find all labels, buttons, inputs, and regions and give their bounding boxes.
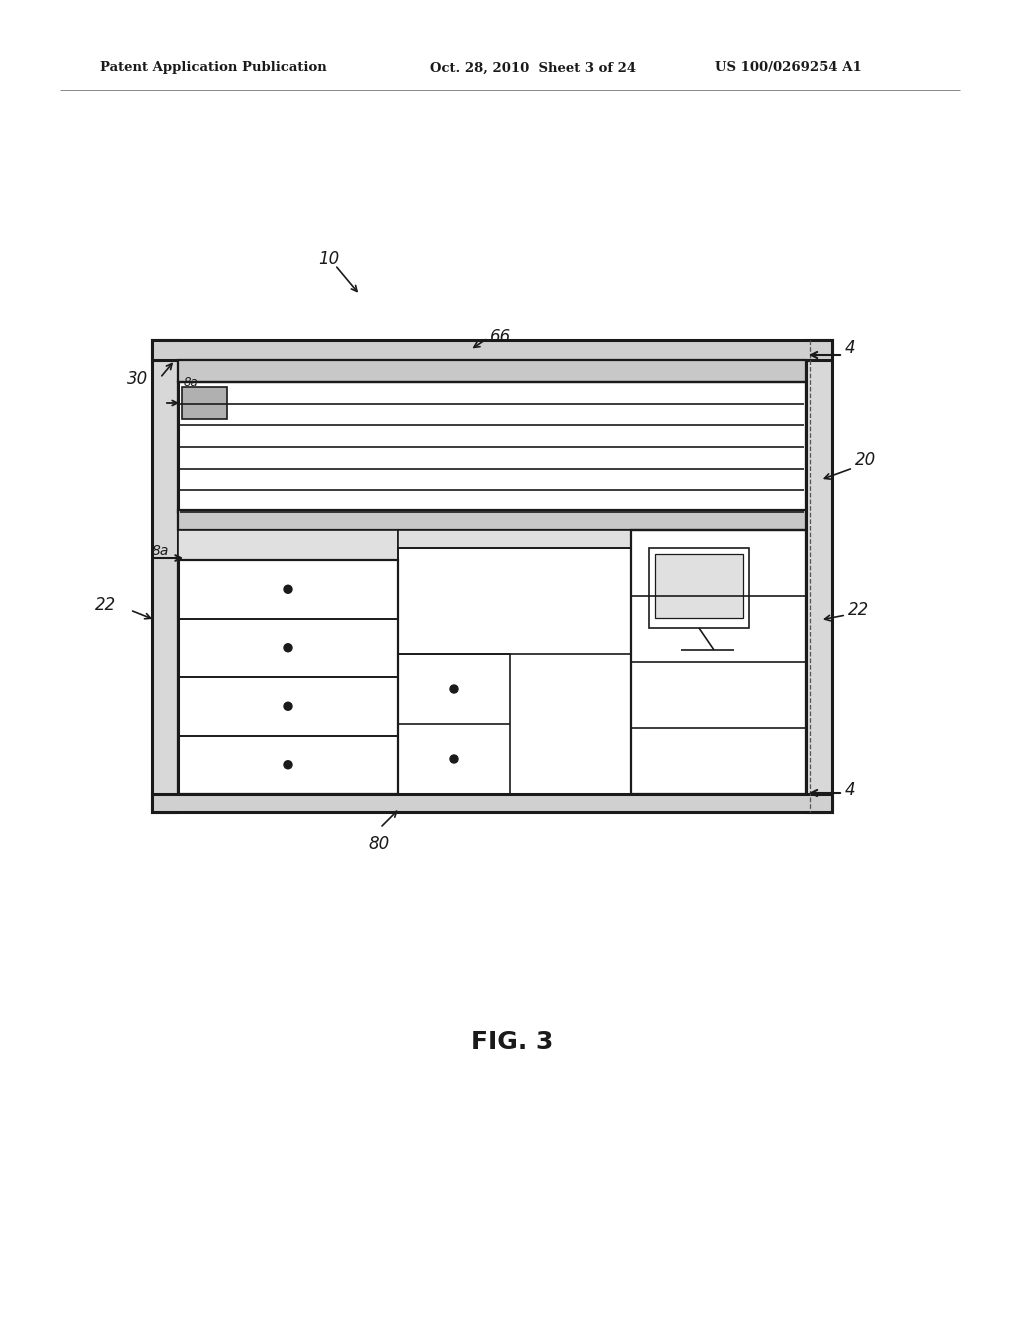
Text: 22: 22 <box>95 597 117 614</box>
Bar <box>178 560 398 619</box>
Bar <box>152 795 831 812</box>
Bar <box>655 554 743 618</box>
Text: Oct. 28, 2010  Sheet 3 of 24: Oct. 28, 2010 Sheet 3 of 24 <box>430 62 636 74</box>
Text: 10: 10 <box>318 249 339 268</box>
Bar <box>398 531 631 548</box>
Bar <box>182 387 227 418</box>
Circle shape <box>450 755 458 763</box>
Text: FIG. 3: FIG. 3 <box>471 1030 553 1053</box>
Circle shape <box>450 685 458 693</box>
Text: 8a: 8a <box>184 376 199 389</box>
Bar <box>398 548 631 653</box>
Text: 30: 30 <box>127 370 148 388</box>
Bar <box>178 381 806 512</box>
Bar <box>631 531 806 795</box>
Text: 4: 4 <box>845 339 856 356</box>
Text: 4: 4 <box>845 781 856 799</box>
Text: US 100/0269254 A1: US 100/0269254 A1 <box>715 62 862 74</box>
Text: Patent Application Publication: Patent Application Publication <box>100 62 327 74</box>
Circle shape <box>284 644 292 652</box>
Text: 66: 66 <box>490 327 511 346</box>
Text: 8a: 8a <box>152 544 169 558</box>
Bar <box>178 735 398 795</box>
Bar <box>398 653 510 795</box>
Bar <box>178 560 398 795</box>
Circle shape <box>284 760 292 768</box>
Bar <box>649 548 749 628</box>
Circle shape <box>284 585 292 593</box>
Bar <box>152 341 178 812</box>
Bar <box>806 341 831 812</box>
Text: 20: 20 <box>855 451 877 469</box>
Bar <box>152 341 831 360</box>
Text: 22: 22 <box>848 601 869 619</box>
Bar <box>178 619 398 677</box>
Bar <box>178 677 398 735</box>
Text: 80: 80 <box>368 836 389 853</box>
Bar <box>178 360 806 381</box>
Bar <box>178 531 398 560</box>
Circle shape <box>284 702 292 710</box>
Bar <box>178 510 806 531</box>
